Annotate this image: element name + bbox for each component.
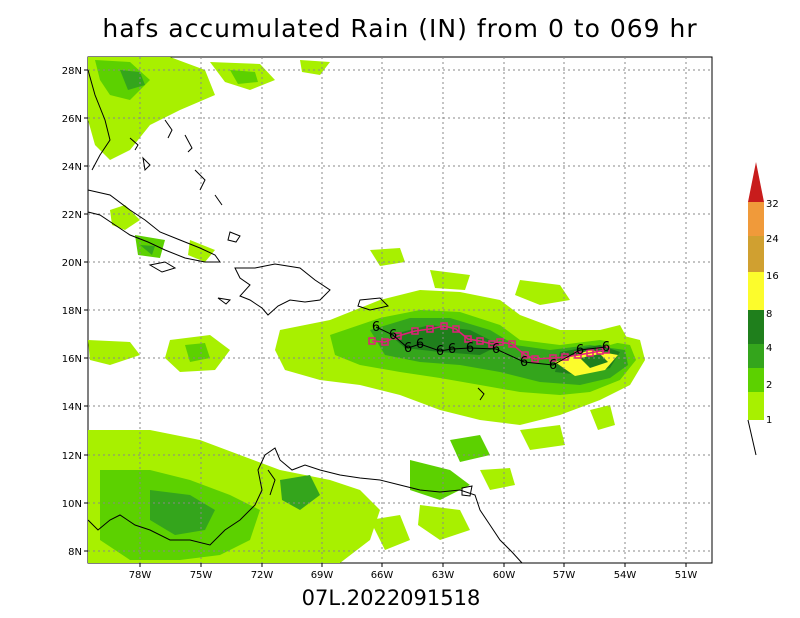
colorbar-label: 24 — [766, 234, 779, 245]
lat-tick-label: 10N — [62, 499, 82, 510]
lat-tick-label: 8N — [68, 547, 82, 558]
forecast-position-marker: 6 — [436, 344, 444, 359]
lon-tick-label: 69W — [311, 570, 334, 581]
observed-position-marker — [426, 325, 434, 333]
observed-position-marker — [586, 349, 594, 357]
colorbar-segment — [748, 368, 764, 392]
colorbar-label: 1 — [766, 415, 772, 426]
colorbar-label: 4 — [766, 343, 772, 354]
observed-position-marker — [411, 327, 419, 335]
lat-tick-label: 18N — [62, 306, 82, 317]
storm-tracks: 666 6 6 6 6 66 66 6 — [368, 320, 610, 373]
colorbar-label: 16 — [766, 271, 779, 282]
lat-lon-grid — [88, 57, 712, 563]
longitude-ticks: 78W 75W 72W 69W 66W 63W 60W 57W 54W 51W — [129, 563, 698, 581]
lon-tick-label: 54W — [614, 570, 637, 581]
forecast-position-marker: 6 — [389, 328, 397, 343]
forecast-position-marker: 6 — [549, 358, 557, 373]
forecast-position-marker: 6 — [602, 340, 610, 355]
colorbar-label: 32 — [766, 199, 779, 210]
observed-position-marker — [476, 337, 484, 345]
lon-tick-label: 78W — [129, 570, 152, 581]
observed-position-marker — [440, 322, 448, 330]
storm-id-label: 07L.2022091518 — [301, 586, 481, 610]
observed-position-marker — [452, 325, 460, 333]
forecast-position-marker: 6 — [404, 341, 412, 356]
lat-tick-label: 20N — [62, 258, 82, 269]
forecast-position-marker: 6 — [448, 342, 456, 357]
colorbar-label: 2 — [766, 380, 772, 391]
lon-tick-label: 72W — [251, 570, 274, 581]
lon-tick-label: 63W — [432, 570, 455, 581]
observed-position-marker — [521, 351, 529, 359]
observed-position-marker — [464, 335, 472, 343]
observed-position-marker — [508, 340, 516, 348]
map-title: hafs accumulated Rain (IN) from 0 to 069… — [102, 14, 698, 43]
lat-tick-label: 24N — [62, 162, 82, 173]
lon-tick-label: 66W — [371, 570, 394, 581]
lat-tick-label: 14N — [62, 402, 82, 413]
forecast-position-marker: 6 — [416, 337, 424, 352]
colorbar-segment — [748, 344, 764, 368]
forecast-position-marker: 6 — [372, 320, 380, 335]
colorbar-segment — [748, 236, 764, 272]
forecast-position-marker: 6 — [492, 342, 500, 357]
observed-position-marker — [549, 354, 557, 362]
coastlines — [87, 69, 523, 564]
colorbar-segment — [748, 272, 764, 310]
lon-tick-label: 75W — [190, 570, 213, 581]
colorbar-max-triangle — [748, 162, 764, 202]
observed-position-marker — [381, 338, 389, 346]
colorbar-label: 8 — [766, 309, 772, 320]
lat-tick-label: 12N — [62, 451, 82, 462]
observed-position-marker — [496, 338, 504, 346]
observed-position-marker — [574, 351, 582, 359]
observed-position-marker — [368, 337, 376, 345]
observed-position-marker — [488, 340, 496, 348]
colorbar-min-tail — [747, 419, 757, 456]
forecast-position-marker: 6 — [576, 343, 584, 358]
colorbar-segment — [748, 392, 764, 420]
lon-tick-label: 57W — [553, 570, 576, 581]
lat-tick-label: 16N — [62, 354, 82, 365]
lat-tick-label: 26N — [62, 114, 82, 125]
colorbar-segment — [748, 202, 764, 236]
lon-tick-label: 60W — [493, 570, 516, 581]
latitude-ticks: 28N 26N 24N 22N 20N 18N 16N 14N 12N 10N 8N — [62, 66, 88, 558]
lat-tick-label: 28N — [62, 66, 82, 77]
forecast-position-marker: 6 — [520, 355, 528, 370]
observed-position-marker — [531, 355, 539, 363]
forecast-track-line — [375, 326, 607, 366]
forecast-position-marker: 6 — [466, 341, 474, 356]
lat-tick-label: 22N — [62, 210, 82, 221]
colorbar-segment — [748, 310, 764, 344]
lon-tick-label: 51W — [675, 570, 698, 581]
